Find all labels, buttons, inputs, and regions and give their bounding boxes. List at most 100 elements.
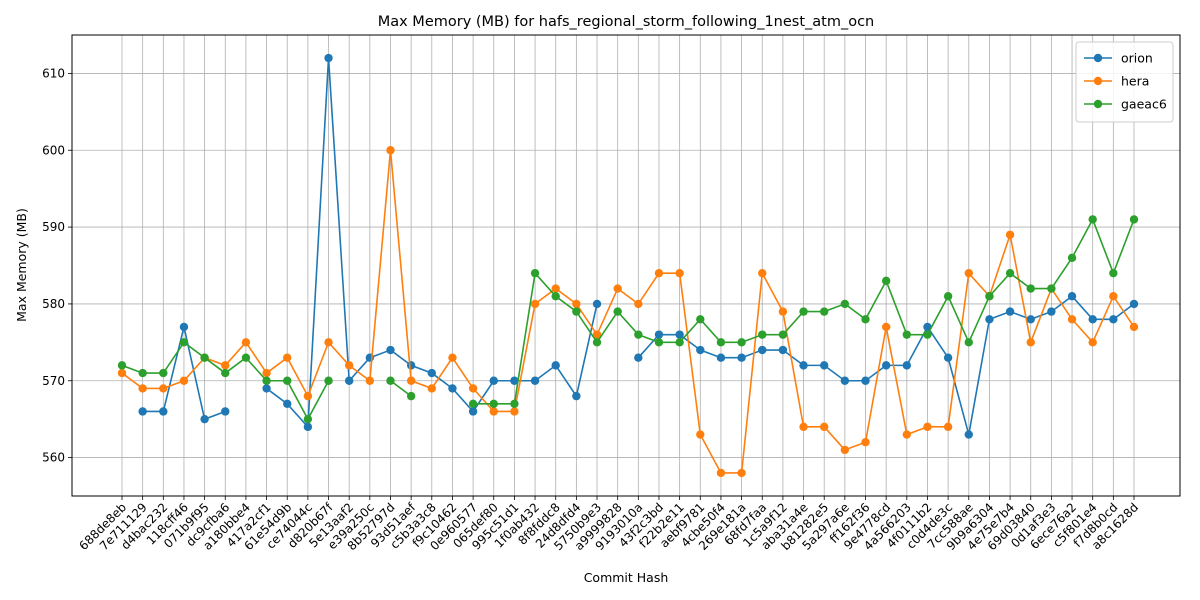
data-point-gaeac6: [1026, 284, 1035, 293]
data-point-hera: [138, 384, 147, 393]
data-point-hera: [530, 299, 540, 309]
data-point-gaeac6: [902, 330, 912, 339]
series-orion: [138, 53, 1139, 439]
legend-swatch-marker: [1093, 53, 1103, 63]
data-point-gaeac6: [1067, 253, 1077, 263]
series-line-hera: [121, 150, 1135, 474]
data-point-gaeac6: [200, 353, 209, 362]
legend-label: gaeac6: [1121, 97, 1167, 112]
data-point-orion: [572, 391, 581, 401]
y-tick-label: 610: [42, 66, 65, 80]
legend-label: orion: [1121, 51, 1153, 66]
data-point-hera: [386, 146, 395, 155]
data-point-gaeac6: [530, 268, 540, 278]
data-point-orion: [1047, 307, 1056, 316]
data-point-hera: [654, 268, 664, 278]
data-point-gaeac6: [943, 292, 953, 301]
data-point-hera: [572, 299, 581, 309]
data-point-orion: [179, 322, 189, 332]
data-point-hera: [737, 468, 746, 478]
data-point-hera: [489, 407, 498, 416]
data-point-orion: [696, 345, 705, 355]
data-point-orion: [592, 299, 602, 309]
data-point-gaeac6: [696, 315, 705, 324]
y-tick-label: 580: [42, 297, 65, 311]
data-point-gaeac6: [675, 338, 684, 347]
data-point-orion: [675, 330, 684, 339]
data-point-gaeac6: [241, 353, 251, 362]
data-point-gaeac6: [716, 338, 726, 347]
legend-item-hera: hera: [1084, 74, 1149, 89]
y-tick-label: 570: [42, 374, 65, 388]
data-point-orion: [943, 353, 953, 362]
legend-item-gaeac6: gaeac6: [1084, 97, 1167, 112]
data-point-gaeac6: [799, 307, 808, 316]
data-point-hera: [283, 353, 292, 362]
data-point-orion: [1129, 299, 1139, 309]
data-point-hera: [468, 384, 478, 393]
data-point-hera: [820, 422, 829, 432]
data-point-gaeac6: [1005, 268, 1015, 278]
data-point-hera: [799, 422, 808, 432]
data-point-gaeac6: [1129, 215, 1139, 224]
legend-item-orion: orion: [1084, 51, 1153, 66]
data-point-hera: [1129, 322, 1139, 332]
data-point-hera: [406, 376, 416, 385]
data-point-orion: [448, 384, 457, 393]
data-point-hera: [510, 407, 519, 416]
data-point-gaeac6: [778, 330, 788, 339]
plot-area-frame: [71, 34, 1181, 497]
data-point-orion: [1026, 315, 1035, 324]
data-point-gaeac6: [820, 307, 829, 316]
data-point-orion: [964, 430, 973, 439]
data-point-orion: [530, 376, 540, 385]
data-point-orion: [902, 361, 912, 370]
legend: orion hera gaeac6: [1075, 41, 1174, 123]
data-point-gaeac6: [1047, 284, 1056, 293]
data-point-orion: [344, 376, 354, 385]
data-point-hera: [613, 284, 622, 293]
data-point-orion: [985, 315, 994, 324]
data-point-orion: [138, 407, 147, 416]
data-point-hera: [758, 268, 767, 278]
data-point-orion: [510, 376, 519, 385]
data-point-hera: [1088, 338, 1097, 347]
data-point-gaeac6: [881, 276, 891, 286]
data-point-orion: [262, 384, 271, 393]
data-point-hera: [1005, 230, 1015, 239]
data-point-orion: [820, 361, 829, 370]
data-point-hera: [427, 384, 436, 393]
data-point-orion: [303, 422, 313, 432]
data-point-gaeac6: [613, 307, 622, 316]
data-point-hera: [324, 338, 333, 347]
data-point-orion: [386, 345, 395, 355]
data-point-gaeac6: [510, 399, 519, 408]
data-point-orion: [654, 330, 664, 339]
data-point-orion: [324, 53, 333, 63]
data-point-hera: [262, 368, 271, 378]
series-layer: [117, 53, 1139, 478]
data-point-hera: [716, 468, 726, 478]
data-point-gaeac6: [861, 315, 870, 324]
data-point-hera: [778, 307, 788, 316]
data-point-gaeac6: [551, 292, 560, 301]
data-point-gaeac6: [758, 330, 767, 339]
data-point-gaeac6: [1088, 215, 1097, 224]
data-point-gaeac6: [262, 376, 271, 385]
data-point-hera: [117, 368, 127, 378]
data-point-orion: [799, 361, 808, 370]
data-point-hera: [923, 422, 932, 432]
data-point-gaeac6: [406, 391, 416, 401]
data-point-hera: [861, 438, 870, 447]
y-tick-label: 600: [42, 143, 65, 157]
data-point-gaeac6: [985, 292, 994, 301]
data-point-gaeac6: [117, 361, 127, 370]
data-point-hera: [1109, 292, 1118, 301]
data-point-hera: [840, 445, 850, 455]
data-point-hera: [1026, 338, 1035, 347]
data-point-hera: [241, 338, 251, 347]
data-point-gaeac6: [179, 338, 189, 347]
y-axis-label: Max Memory (MB): [14, 208, 29, 322]
data-point-hera: [634, 299, 643, 309]
